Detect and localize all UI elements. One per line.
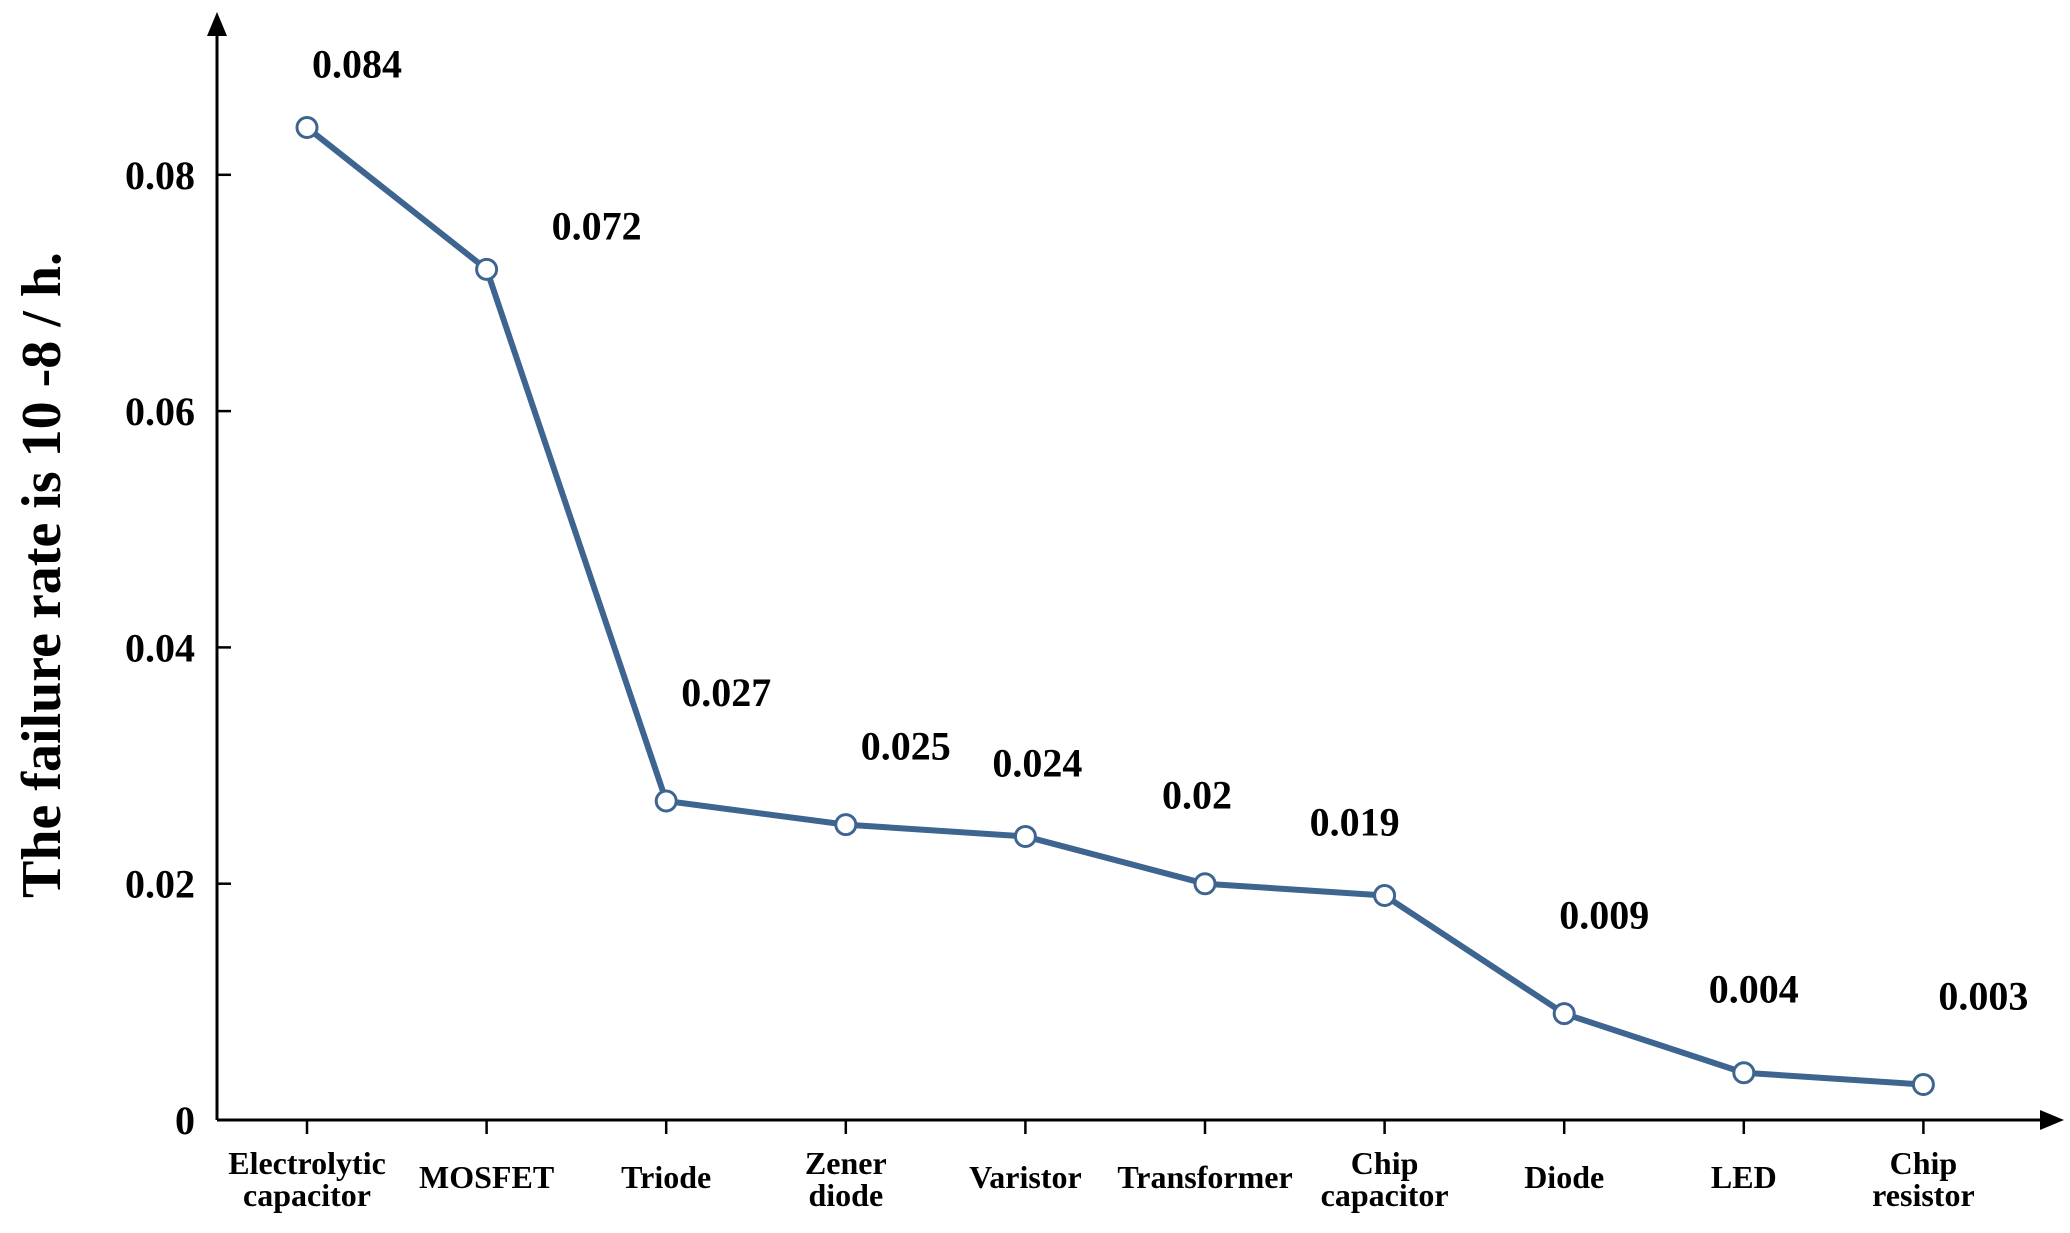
series bbox=[295, 116, 1935, 1097]
x-tick-label-line: Chip bbox=[1890, 1145, 1958, 1181]
x-tick-label-line: Zener bbox=[805, 1145, 887, 1181]
x-tick-label: Transformer bbox=[1117, 1159, 1292, 1195]
x-tick-label: MOSFET bbox=[419, 1159, 554, 1195]
y-axis-arrow bbox=[207, 12, 227, 36]
data-point bbox=[1013, 824, 1037, 848]
data-label: 0.02 bbox=[1162, 773, 1232, 818]
data-label: 0.084 bbox=[312, 42, 402, 87]
y-tick-label: 0.06 bbox=[125, 389, 195, 434]
data-labels: 0.084 0.072 0.027 0.025 0.024 0.02 0.019 0.009 0… bbox=[312, 42, 2028, 1019]
x-tick-label-line: Varistor bbox=[969, 1159, 1082, 1195]
y-tick-label: 0.02 bbox=[125, 862, 195, 907]
data-label: 0.009 bbox=[1559, 893, 1649, 938]
x-tick-label-line: resistor bbox=[1872, 1177, 1974, 1213]
y-axis-label: The failure rate is 10 -8 / h. bbox=[11, 252, 73, 898]
x-tick-label-line: Transformer bbox=[1117, 1159, 1292, 1195]
x-tick-label: LED bbox=[1711, 1159, 1777, 1195]
x-tick-label: Zener diode bbox=[805, 1145, 887, 1213]
x-tick-label: Triode bbox=[621, 1159, 711, 1195]
axes bbox=[207, 12, 2064, 1130]
data-point bbox=[295, 116, 319, 140]
x-tick-label-line: Chip bbox=[1351, 1145, 1419, 1181]
x-tick-label: Electrolytic capacitor bbox=[228, 1145, 386, 1213]
x-tick-label: Varistor bbox=[969, 1159, 1082, 1195]
x-tick-label-line: Diode bbox=[1524, 1159, 1604, 1195]
data-label: 0.025 bbox=[861, 724, 951, 769]
x-tick-label: Chip resistor bbox=[1872, 1145, 1974, 1213]
x-tick-label-line: MOSFET bbox=[419, 1159, 554, 1195]
data-point bbox=[654, 789, 678, 813]
data-point bbox=[1552, 1002, 1576, 1026]
data-point bbox=[1193, 872, 1217, 896]
data-point bbox=[1911, 1073, 1935, 1097]
data-label: 0.027 bbox=[681, 670, 771, 715]
data-point bbox=[475, 257, 499, 281]
x-tick-label: Diode bbox=[1524, 1159, 1604, 1195]
x-tick-label: Chip capacitor bbox=[1321, 1145, 1449, 1213]
y-tick-label: 0 bbox=[175, 1098, 195, 1143]
data-label: 0.072 bbox=[552, 203, 642, 248]
data-point bbox=[1732, 1061, 1756, 1085]
x-tick-label-line: Electrolytic bbox=[228, 1145, 386, 1181]
y-tick-label: 0.04 bbox=[125, 625, 195, 670]
data-label: 0.024 bbox=[992, 740, 1082, 785]
y-ticks: 0 0.02 0.04 0.06 0.08 bbox=[125, 153, 231, 1143]
y-tick-label: 0.08 bbox=[125, 153, 195, 198]
x-tick-label-line: Triode bbox=[621, 1159, 711, 1195]
data-point bbox=[1373, 884, 1397, 908]
data-point bbox=[834, 813, 858, 837]
data-label: 0.019 bbox=[1310, 800, 1400, 845]
series-line bbox=[304, 124, 1927, 1088]
x-tick-label-line: LED bbox=[1711, 1159, 1777, 1195]
data-label: 0.003 bbox=[1938, 974, 2028, 1019]
x-ticks: Electrolytic capacitor MOSFET Triode Zener di… bbox=[228, 1120, 1975, 1213]
x-tick-label-line: capacitor bbox=[1321, 1177, 1449, 1213]
data-label: 0.004 bbox=[1709, 967, 1799, 1012]
x-tick-label-line: capacitor bbox=[243, 1177, 371, 1213]
x-tick-label-line: diode bbox=[808, 1177, 883, 1213]
x-axis-arrow bbox=[2040, 1110, 2064, 1130]
